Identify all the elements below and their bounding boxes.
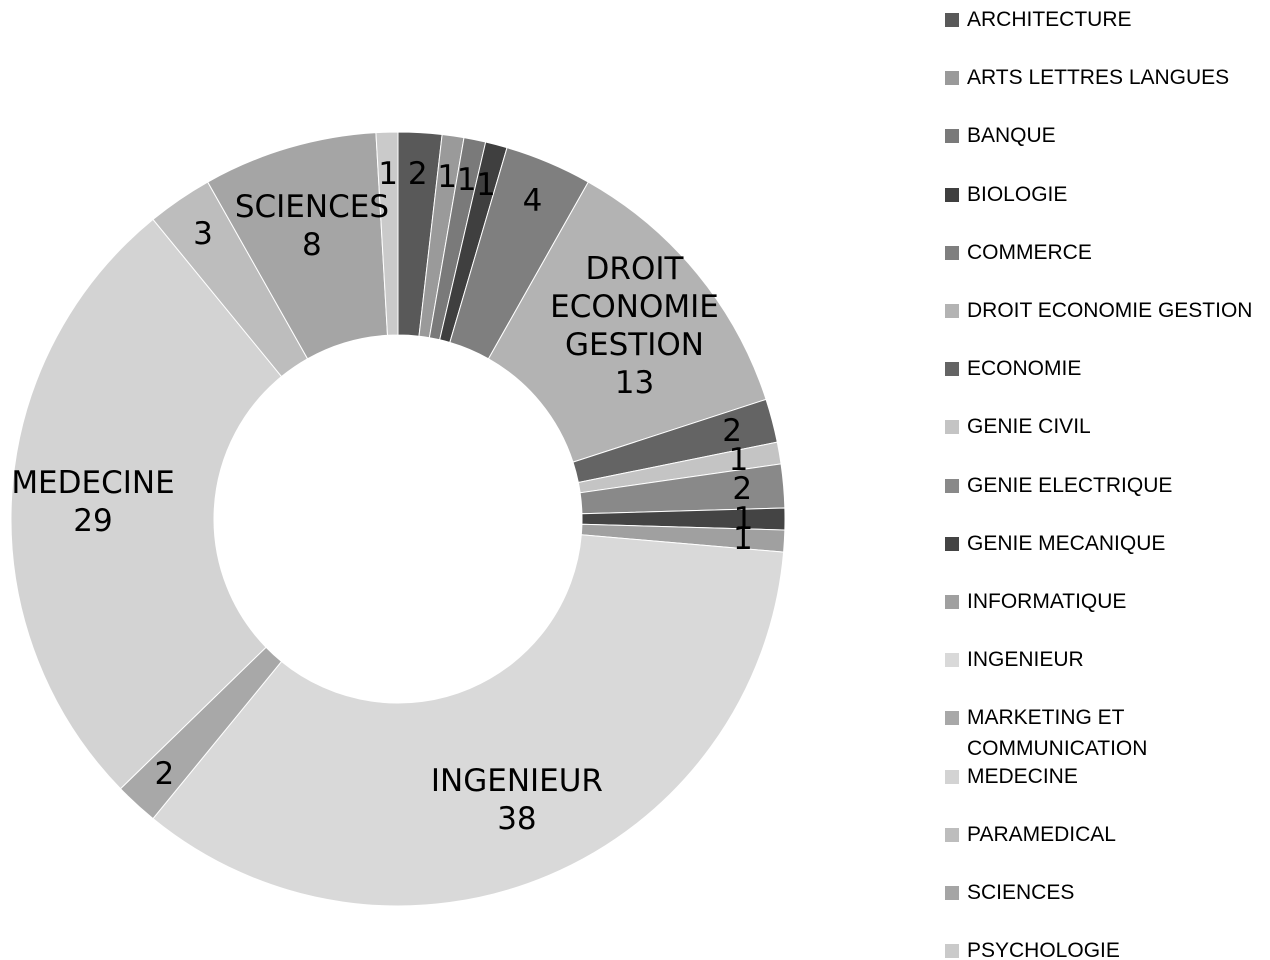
- legend-item: DROIT ECONOMIE GESTION: [945, 295, 1265, 326]
- data-label: 2: [54, 755, 274, 793]
- legend-item: GENIE ELECTRIQUE: [945, 470, 1265, 501]
- legend-item: BANQUE: [945, 120, 1265, 151]
- label-value: 13: [614, 364, 655, 401]
- legend-item: INFORMATIQUE: [945, 586, 1265, 617]
- label-value: 3: [193, 215, 213, 252]
- label-value: 4: [522, 182, 543, 219]
- legend-text: GENIE CIVIL: [967, 415, 1091, 439]
- legend-swatch: [945, 595, 959, 609]
- legend-text: DROIT ECONOMIE GESTION: [967, 299, 1253, 322]
- legend-item: MARKETING ET COMMUNICATION: [945, 702, 1265, 764]
- legend-swatch: [945, 13, 959, 27]
- legend-text: PSYCHOLOGIE: [967, 939, 1120, 960]
- legend-swatch: [945, 129, 959, 144]
- data-label: 2: [622, 412, 842, 450]
- legend-item: INGENIEUR: [945, 644, 1265, 675]
- legend-swatch: [945, 769, 959, 784]
- legend-item: PSYCHOLOGIE: [945, 935, 1265, 960]
- label-value: 2: [722, 413, 742, 450]
- data-label: 1: [357, 161, 577, 199]
- label-value: 2: [154, 755, 175, 792]
- data-label: 1: [278, 155, 498, 193]
- legend-text: GENIE MECANIQUE: [967, 531, 1166, 555]
- legend-swatch: [945, 536, 959, 551]
- label-value: 1: [437, 159, 458, 196]
- label-value: 1: [728, 442, 749, 479]
- legend-swatch: [945, 653, 959, 668]
- legend-item: COMMERCE: [945, 237, 1265, 268]
- label-value: 8: [302, 226, 322, 263]
- legend-item: ECONOMIE: [945, 353, 1265, 384]
- label-name: SCIENCES: [234, 188, 389, 225]
- legend-text: MEDECINE: [967, 764, 1078, 788]
- label-value: 2: [732, 471, 753, 508]
- label-name: INGENIEUR: [430, 763, 603, 800]
- legend-swatch: [945, 71, 959, 86]
- data-label: 1: [376, 166, 596, 204]
- donut: [10, 131, 786, 907]
- label-value: 29: [73, 502, 113, 539]
- label-value: 1: [733, 520, 753, 557]
- data-label: SCIENCES 8: [202, 188, 422, 264]
- legend-swatch: [945, 711, 959, 726]
- legend-item: PARAMEDICAL: [945, 819, 1265, 850]
- legend-item: MEDECINE: [945, 761, 1265, 792]
- data-label: INGENIEUR 38: [407, 762, 627, 838]
- slice: [10, 218, 283, 790]
- legend-text: ECONOMIE: [967, 357, 1082, 381]
- data-label: 3: [93, 215, 313, 253]
- legend-swatch: [945, 304, 959, 318]
- legend-swatch: [945, 886, 959, 900]
- data-label: 1: [634, 500, 854, 538]
- data-label: MEDECINE 29: [0, 464, 203, 540]
- data-label: 2: [308, 155, 528, 193]
- label-name: MEDECINE: [11, 464, 175, 501]
- slice: [152, 534, 785, 907]
- legend-text: PARAMEDICAL: [967, 822, 1116, 846]
- slice: [487, 181, 767, 463]
- legend-swatch: [945, 420, 959, 435]
- slice: [375, 131, 399, 336]
- legend-item: SCIENCES: [945, 877, 1265, 908]
- data-label: 2: [632, 470, 852, 508]
- legend-text: BANQUE: [967, 124, 1056, 148]
- label-value: 2: [407, 156, 428, 193]
- data-label: 4: [422, 182, 642, 220]
- legend-swatch: [945, 187, 959, 202]
- legend-text: GENIE ELECTRIQUE: [967, 473, 1173, 497]
- legend-text: MARKETING ET COMMUNICATION: [967, 706, 1148, 761]
- legend-text: INGENIEUR: [967, 648, 1084, 672]
- legend-text: BIOLOGIE: [967, 182, 1068, 206]
- label-name: DROIT ECONOMIE GESTION: [550, 250, 719, 363]
- legend-swatch: [945, 362, 959, 377]
- data-label: 1: [628, 441, 848, 479]
- data-label: DROIT ECONOMIE GESTION 13: [525, 250, 745, 402]
- label-value: 1: [475, 166, 496, 203]
- data-label: 1: [633, 520, 853, 558]
- legend-swatch: [945, 245, 959, 260]
- legend-text: ARCHITECTURE: [967, 8, 1132, 31]
- label-value: 1: [378, 155, 398, 192]
- legend-item: ARTS LETTRES LANGUES: [945, 62, 1265, 93]
- legend-swatch: [945, 944, 959, 959]
- legend-item: GENIE CIVIL: [945, 411, 1265, 442]
- label-value: 1: [456, 162, 477, 199]
- legend-item: GENIE MECANIQUE: [945, 528, 1265, 559]
- legend-text: SCIENCES: [967, 881, 1075, 904]
- legend-swatch: [945, 478, 959, 493]
- label-value: 38: [497, 801, 537, 838]
- legend-text: INFORMATIQUE: [967, 590, 1127, 613]
- data-label: 1: [337, 158, 557, 196]
- legend-item: BIOLOGIE: [945, 179, 1265, 210]
- legend-swatch: [945, 827, 959, 842]
- legend-item: ARCHITECTURE: [945, 4, 1265, 35]
- legend-text: ARTS LETTRES LANGUES: [967, 66, 1230, 90]
- label-value: 1: [733, 501, 754, 537]
- legend-text: COMMERCE: [967, 240, 1092, 264]
